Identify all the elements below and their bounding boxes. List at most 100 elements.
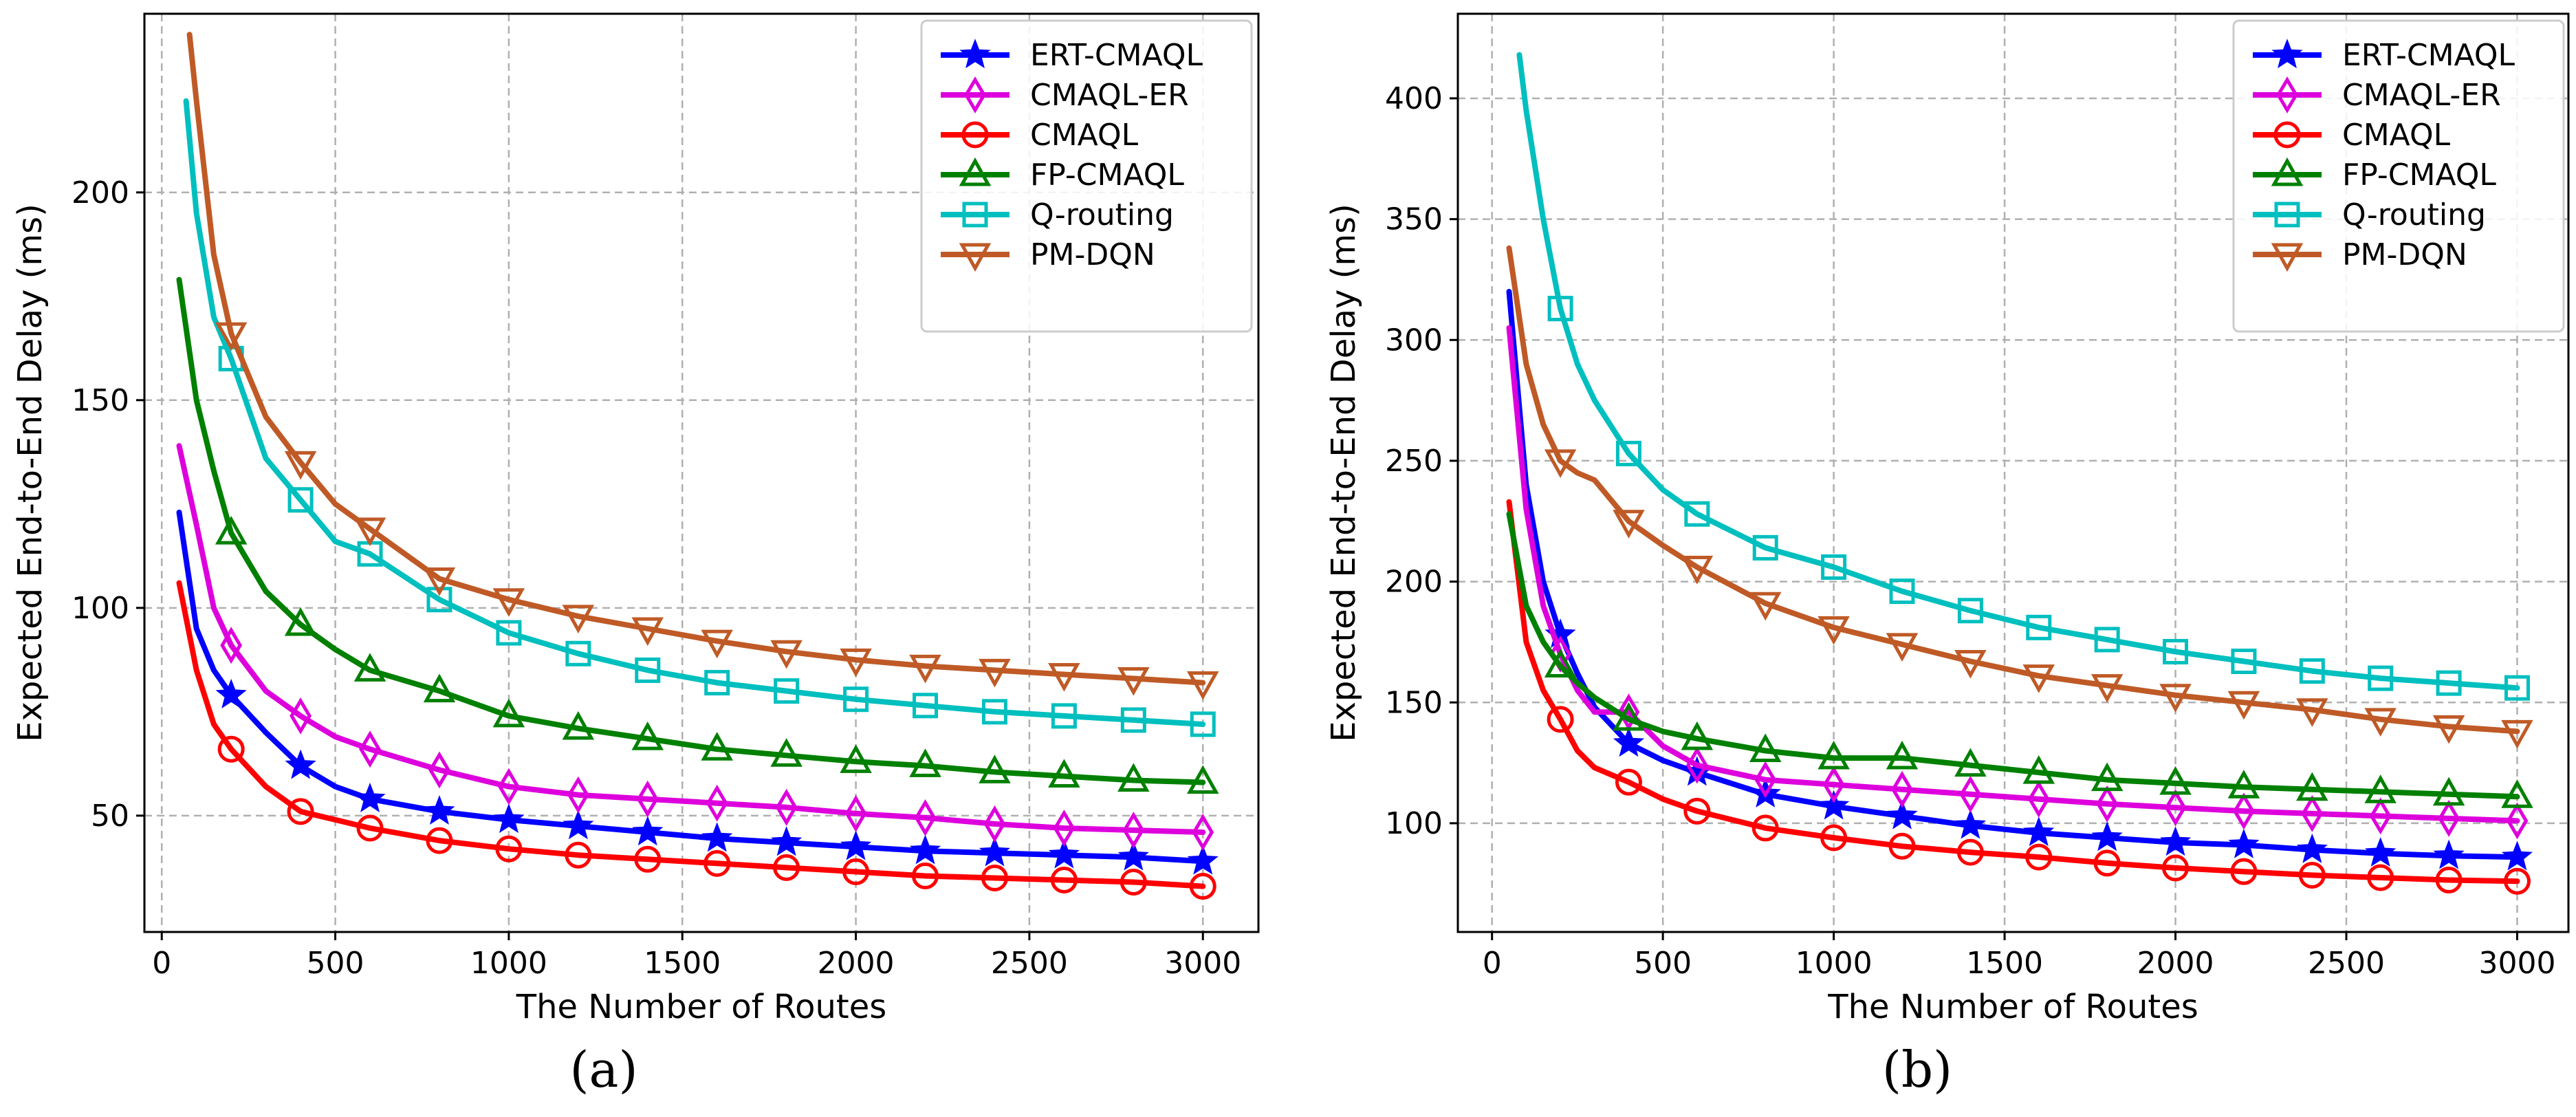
- x-tick-label: 1000: [1795, 946, 1873, 981]
- data-point-marker: [354, 782, 386, 812]
- data-point-marker: [1749, 733, 1782, 763]
- data-point-marker: [840, 744, 872, 773]
- data-point-marker: [2227, 691, 2260, 720]
- panel-label-b: (b): [1882, 1041, 1952, 1098]
- x-tick-label: 1000: [470, 946, 547, 981]
- data-point-marker: [2159, 826, 2192, 856]
- data-point-marker: [1613, 702, 1645, 731]
- data-point-marker: [423, 673, 456, 703]
- data-point-marker: [2296, 772, 2328, 801]
- data-point-marker: [2365, 837, 2397, 867]
- data-point-marker: [2364, 708, 2397, 737]
- data-point-marker: [498, 768, 520, 805]
- data-point-marker: [1818, 740, 1850, 770]
- data-point-marker: [1820, 824, 1848, 852]
- data-point-marker: [1547, 706, 1574, 733]
- series-cmaql-er: [176, 443, 1214, 851]
- data-point-marker: [1891, 770, 1913, 808]
- y-tick-label: 100: [72, 591, 129, 626]
- data-point-marker: [1053, 810, 1076, 847]
- legend-marker: [962, 202, 988, 228]
- data-point-marker: [353, 517, 386, 547]
- data-point-marker: [1048, 662, 1080, 692]
- plot-frame: [143, 12, 1260, 933]
- data-point-marker: [701, 629, 733, 659]
- data-point-marker: [1117, 667, 1150, 696]
- series-line: [176, 276, 1206, 785]
- data-point-marker: [1954, 650, 1987, 679]
- x-tick-label: 3000: [2478, 946, 2555, 981]
- data-point-marker: [706, 784, 728, 822]
- data-point-marker: [215, 322, 248, 351]
- legend: ERT-CMAQL CMAQL-ER CMAQL FP-CMAQL Q-routing P…: [920, 19, 1253, 333]
- data-point-marker: [909, 834, 941, 865]
- data-point-marker: [981, 699, 1007, 725]
- y-tick-label: 200: [72, 175, 129, 210]
- data-point-marker: [914, 799, 937, 836]
- data-point-marker: [1187, 845, 1219, 875]
- data-point-marker: [983, 805, 1006, 843]
- data-point-marker: [220, 627, 243, 664]
- legend-marker: [2271, 157, 2304, 186]
- data-point-marker: [563, 810, 594, 840]
- data-point-marker: [2301, 794, 2324, 832]
- data-point-marker: [2091, 762, 2124, 792]
- legend-marker: [2276, 76, 2298, 113]
- data-point-marker: [1822, 766, 1845, 803]
- y-axis-label: Expected End-to-End Delay (ms): [11, 204, 50, 742]
- data-point-marker: [981, 864, 1008, 891]
- data-point-marker: [2432, 777, 2465, 806]
- data-point-marker: [423, 567, 456, 596]
- data-point-marker: [909, 654, 941, 684]
- data-point-marker: [287, 798, 314, 825]
- data-point-marker: [1192, 814, 1214, 851]
- data-point-marker: [2368, 665, 2394, 691]
- series-line: [1506, 325, 2520, 824]
- legend-marker: [2271, 39, 2303, 69]
- data-point-marker: [1959, 775, 1982, 813]
- data-point-marker: [844, 794, 867, 832]
- data-point-marker: [562, 711, 595, 740]
- data-point-marker: [1186, 671, 1219, 700]
- legend-label: CMAQL-ER: [2342, 78, 2501, 113]
- data-point-marker: [1888, 832, 1916, 860]
- series-pm-dqn: [1506, 245, 2533, 749]
- data-point-marker: [631, 721, 664, 750]
- data-point-marker: [565, 841, 592, 869]
- data-point-marker: [1186, 765, 1219, 794]
- legend-label: ERT-CMAQL: [2342, 38, 2515, 73]
- data-point-marker: [701, 822, 733, 852]
- legend-label: FP-CMAQL: [2342, 158, 2496, 193]
- data-point-marker: [1685, 746, 1708, 784]
- data-point-marker: [2233, 792, 2255, 830]
- y-tick-label: 200: [1385, 565, 1443, 600]
- data-point-marker: [2230, 858, 2258, 885]
- legend-label: CMAQL: [2342, 118, 2451, 153]
- data-point-marker: [842, 858, 870, 885]
- data-point-marker: [1190, 711, 1216, 737]
- data-point-marker: [2503, 867, 2531, 895]
- series-line: [1506, 499, 2520, 885]
- data-point-marker: [2501, 719, 2533, 749]
- x-tick-label: 500: [307, 946, 364, 981]
- data-point-marker: [2438, 799, 2460, 837]
- legend-marker: [959, 157, 992, 186]
- legend-marker: [2271, 243, 2304, 272]
- data-point-marker: [1956, 838, 1984, 866]
- data-point-marker: [1886, 799, 1918, 829]
- data-point-marker: [1122, 812, 1145, 849]
- x-axis-label: The Number of Routes: [516, 988, 886, 1026]
- legend-label: Q-routing: [2342, 197, 2486, 232]
- legend-marker: [959, 243, 992, 272]
- data-point-marker: [285, 749, 316, 779]
- data-point-marker: [770, 640, 803, 669]
- data-point-marker: [2027, 780, 2050, 818]
- series-cmaql: [1506, 499, 2531, 895]
- data-point-marker: [1818, 616, 1850, 645]
- data-point-marker: [359, 730, 381, 768]
- data-point-marker: [1613, 727, 1645, 757]
- x-tick-label: 2000: [818, 946, 895, 981]
- plot-frame: [1456, 12, 2570, 933]
- data-point-marker: [215, 515, 248, 545]
- data-point-marker: [2022, 755, 2055, 784]
